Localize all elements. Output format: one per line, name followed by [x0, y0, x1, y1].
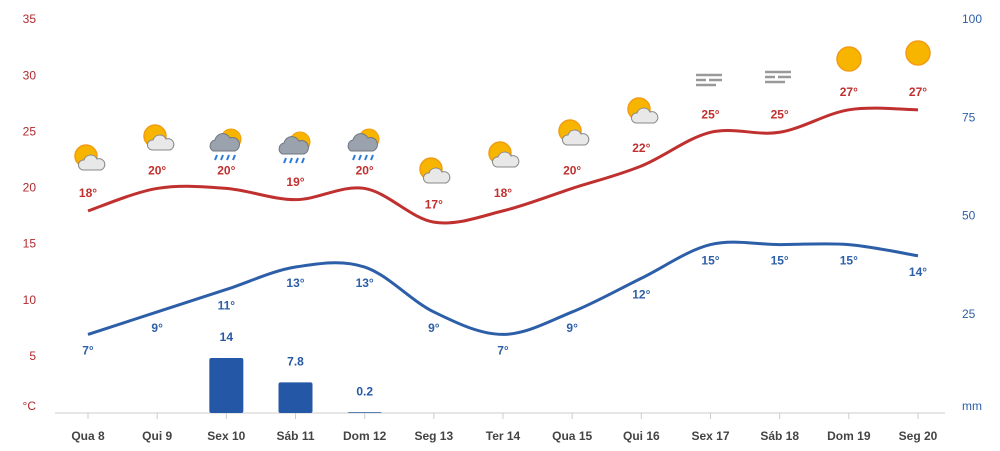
- x-tick-label: Dom 19: [827, 429, 871, 443]
- data-label: 7°: [82, 344, 94, 358]
- icon: [836, 46, 862, 72]
- bar-label: 14: [220, 330, 234, 344]
- y2-tick-label: 75: [962, 110, 976, 124]
- data-label: 15°: [771, 254, 789, 268]
- icon: [278, 131, 311, 164]
- data-label: 18°: [79, 186, 97, 200]
- data-label: 20°: [217, 164, 235, 178]
- x-tick-label: Sex 10: [207, 429, 245, 443]
- icon: [763, 70, 793, 84]
- y2-tick-label: 50: [962, 209, 976, 223]
- y2-tick-label: mm: [962, 399, 982, 413]
- x-tick-label: Qui 16: [623, 429, 660, 443]
- data-label: 14°: [909, 265, 927, 279]
- data-label: 12°: [632, 287, 650, 301]
- icon: [144, 125, 174, 150]
- bar-label: 7.8: [287, 355, 304, 369]
- data-label: 20°: [563, 164, 581, 178]
- y-tick-label: 25: [23, 124, 37, 138]
- x-tick-label: Sáb 11: [276, 429, 314, 443]
- x-tick-label: Sáb 18: [760, 429, 799, 443]
- data-label: 13°: [356, 276, 374, 290]
- data-label: 7°: [497, 344, 509, 358]
- data-label: 9°: [151, 321, 163, 335]
- line: [87, 240, 919, 336]
- data-label: 20°: [356, 164, 374, 178]
- data-label: 20°: [148, 164, 166, 178]
- data-label: 13°: [286, 276, 304, 290]
- y2-tick-label: 100: [962, 12, 982, 26]
- y-tick-label: 5: [29, 349, 36, 363]
- data-label: 27°: [840, 85, 858, 99]
- y2-tick-label: 25: [962, 307, 976, 321]
- data-label: 25°: [771, 107, 789, 121]
- data-label: 19°: [286, 175, 304, 189]
- data-label: 15°: [840, 254, 858, 268]
- weather-icons: [75, 40, 931, 183]
- icon: [628, 98, 658, 123]
- x-tick-label: Sex 17: [691, 429, 729, 443]
- bar-label: 0.2: [356, 384, 373, 398]
- data-label: 17°: [425, 197, 443, 211]
- data-label: 25°: [701, 107, 719, 121]
- data-label: 15°: [701, 254, 719, 268]
- y-tick-label: 35: [23, 12, 37, 26]
- x-tick-label: Qui 9: [142, 429, 172, 443]
- data-label: 27°: [909, 85, 927, 99]
- data-label: 18°: [494, 186, 512, 200]
- bar: [209, 357, 244, 413]
- y-tick-label: 30: [23, 68, 37, 82]
- data-label: 9°: [428, 321, 440, 335]
- icon: [559, 120, 589, 145]
- x-tick-label: Seg 13: [414, 429, 453, 443]
- bar: [278, 382, 313, 413]
- icon: [209, 128, 242, 161]
- data-label: 9°: [566, 321, 578, 335]
- icon: [75, 145, 105, 170]
- x-tick-label: Seg 20: [899, 429, 938, 443]
- x-tick-label: Ter 14: [486, 429, 521, 443]
- icon: [347, 128, 380, 161]
- y-tick-label: °C: [23, 399, 37, 413]
- x-tick-label: Qua 15: [552, 429, 592, 443]
- y-tick-label: 10: [23, 293, 37, 307]
- line: [87, 106, 919, 225]
- bar: [347, 412, 382, 413]
- icon: [489, 142, 519, 167]
- data-label: 22°: [632, 141, 650, 155]
- icon: [694, 73, 724, 87]
- y-tick-label: 20: [23, 181, 37, 195]
- icon: [420, 158, 450, 183]
- x-tick-label: Dom 12: [343, 429, 387, 443]
- icon: [905, 40, 931, 66]
- y-tick-label: 15: [23, 237, 37, 251]
- data-label: 11°: [218, 299, 236, 313]
- x-tick-label: Qua 8: [71, 429, 105, 443]
